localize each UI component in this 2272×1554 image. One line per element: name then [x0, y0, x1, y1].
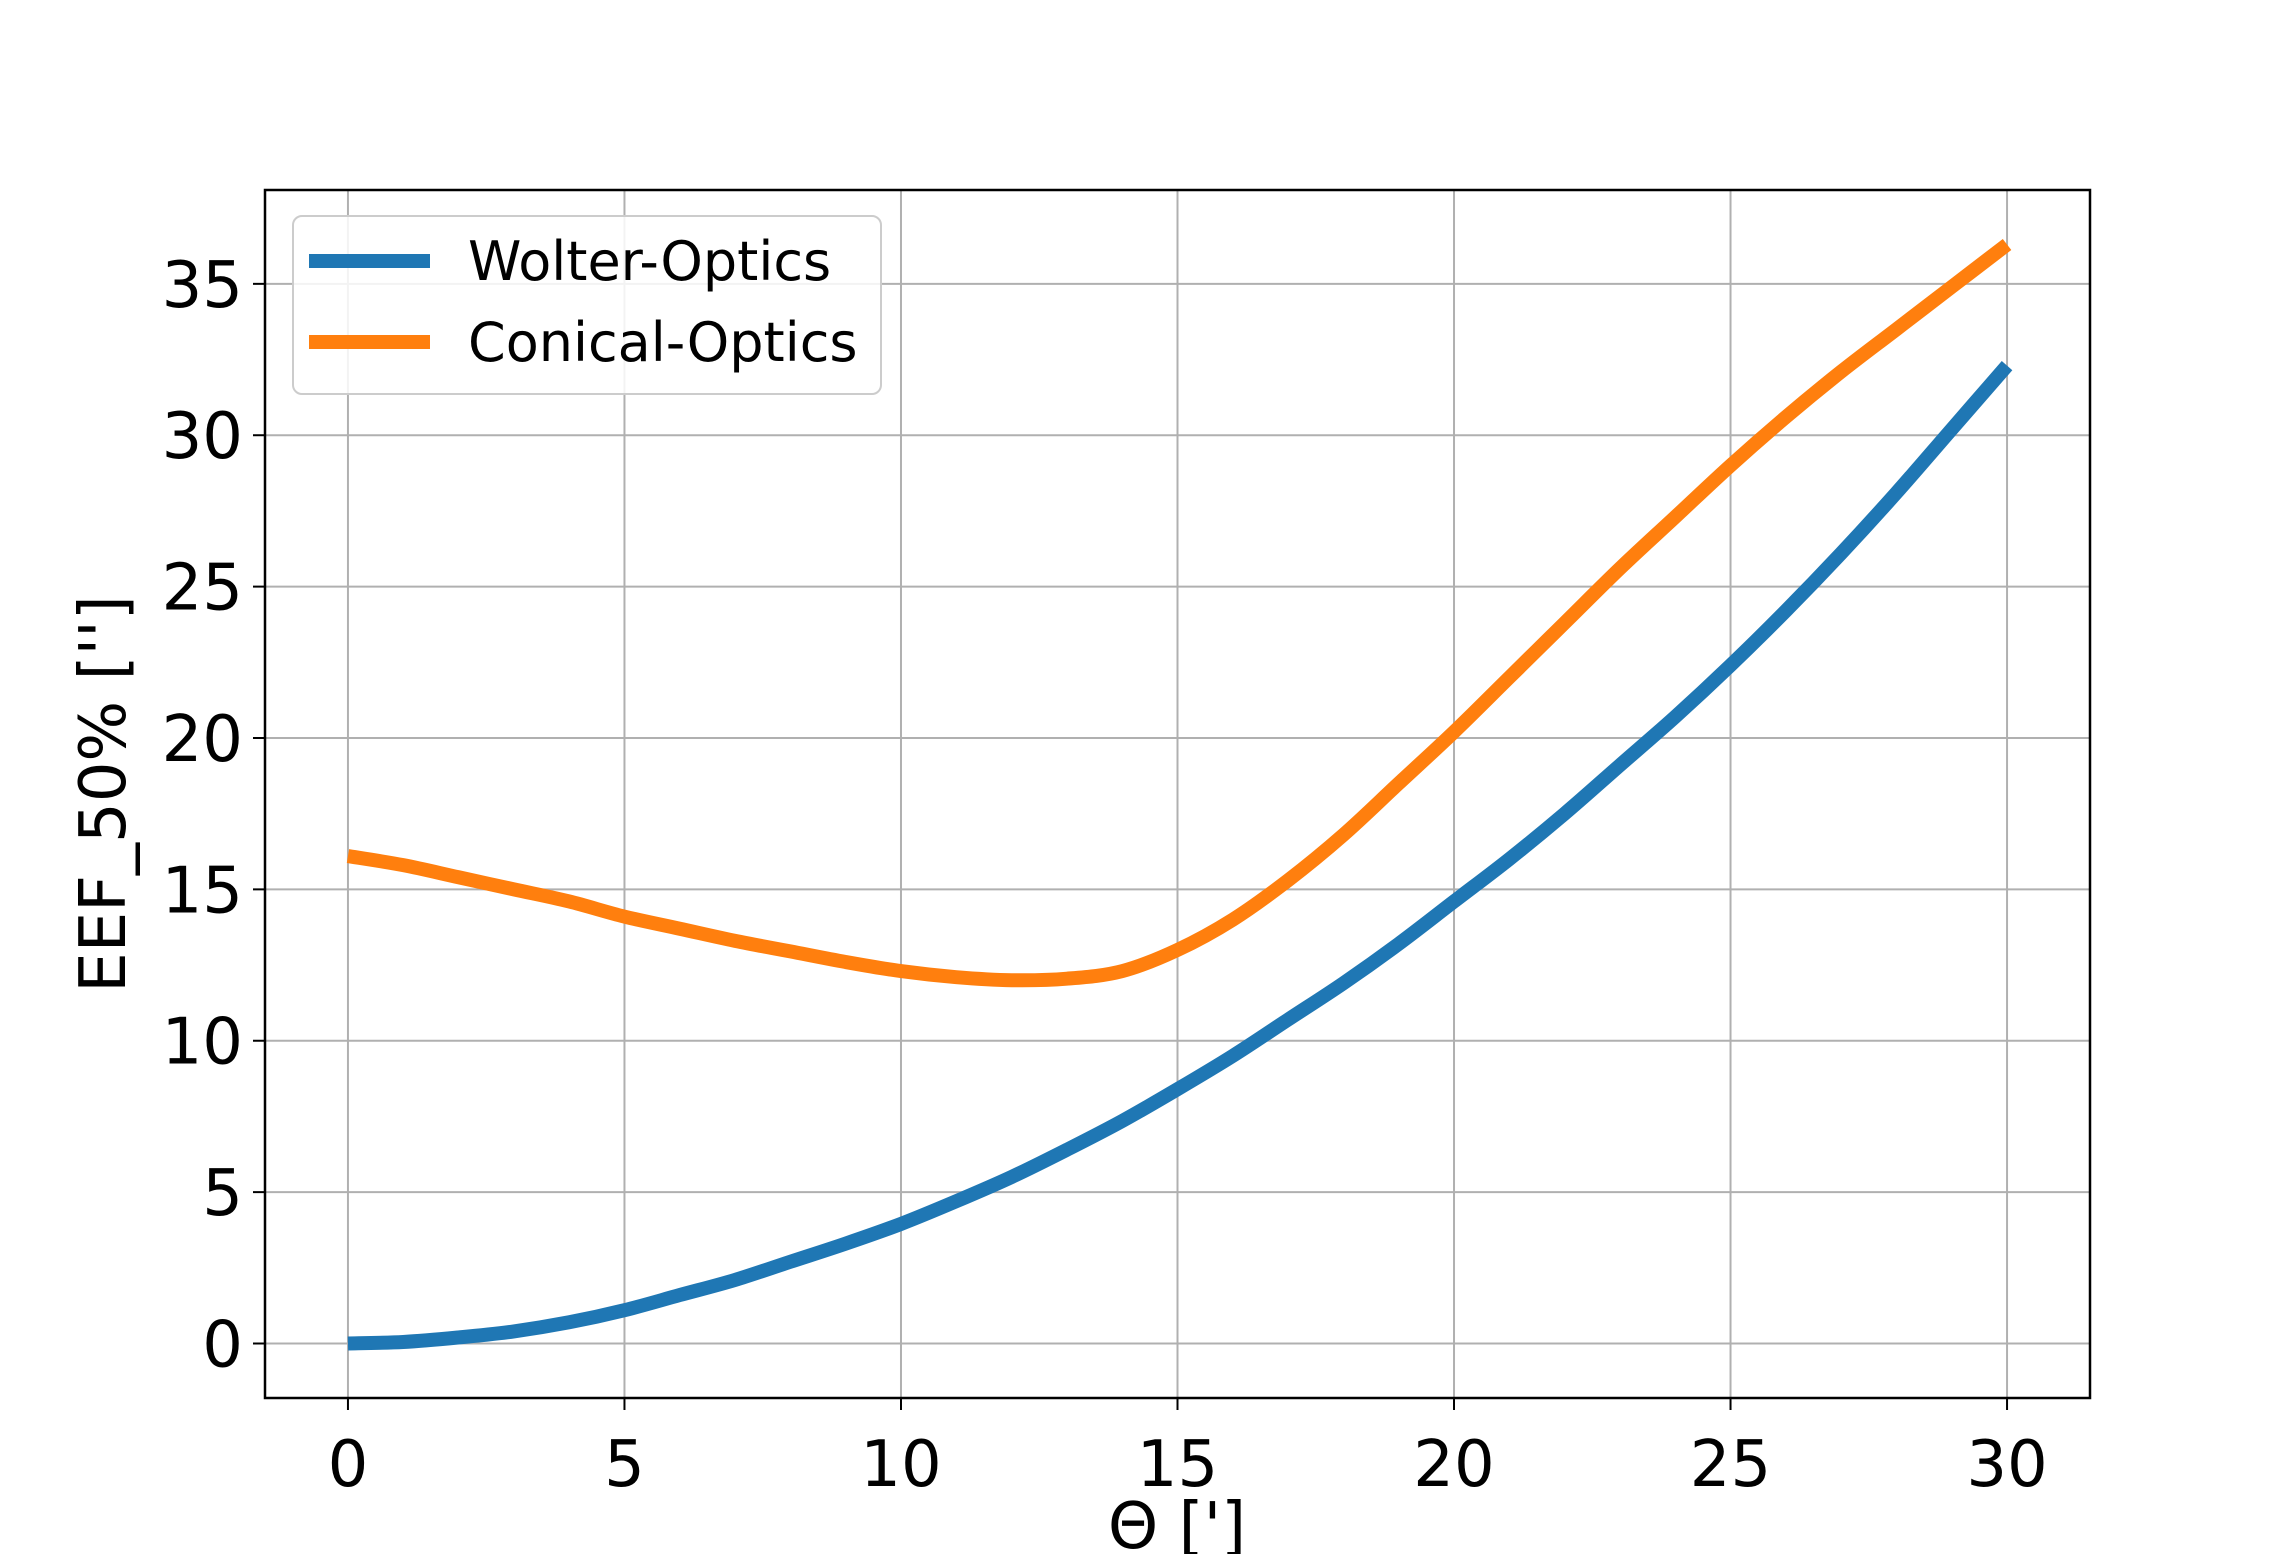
y-tick-label: 25 — [162, 552, 243, 626]
legend-label-wolter-optics: Wolter-Optics — [468, 230, 831, 293]
y-tick-label: 20 — [162, 703, 243, 777]
series-line-wolter-optics — [347, 361, 2013, 1351]
series-line-conical-optics — [346, 238, 2012, 988]
x-tick-label: 30 — [1966, 1428, 2047, 1502]
y-tick-label: 10 — [162, 1006, 243, 1080]
y-tick-label: 15 — [162, 854, 243, 928]
x-tick-label: 20 — [1413, 1428, 1494, 1502]
grid — [265, 190, 2090, 1398]
y-tick-label: 5 — [202, 1157, 243, 1231]
x-tick-label: 15 — [1137, 1428, 1218, 1502]
y-tick-label: 30 — [162, 400, 243, 474]
y-tick-label: 35 — [162, 249, 243, 323]
x-axis-label: Θ ['] — [1108, 1490, 1246, 1554]
x-tick-label: 5 — [604, 1428, 645, 1502]
legend-label-conical-optics: Conical-Optics — [468, 311, 858, 374]
x-tick-label: 25 — [1690, 1428, 1771, 1502]
x-tick-label: 0 — [328, 1428, 369, 1502]
x-tick-label: 10 — [860, 1428, 941, 1502]
y-tick-label: 0 — [202, 1309, 243, 1383]
series-layer — [346, 238, 2013, 1351]
y-axis-label: EEF_50% [''] — [67, 595, 141, 992]
legend-box — [292, 215, 882, 395]
ticks: 0 5 10 15 20 25 30 0 5 10 15 20 25 30 35 — [162, 249, 2048, 1502]
legend: Wolter-Optics Conical-Optics — [292, 215, 882, 395]
